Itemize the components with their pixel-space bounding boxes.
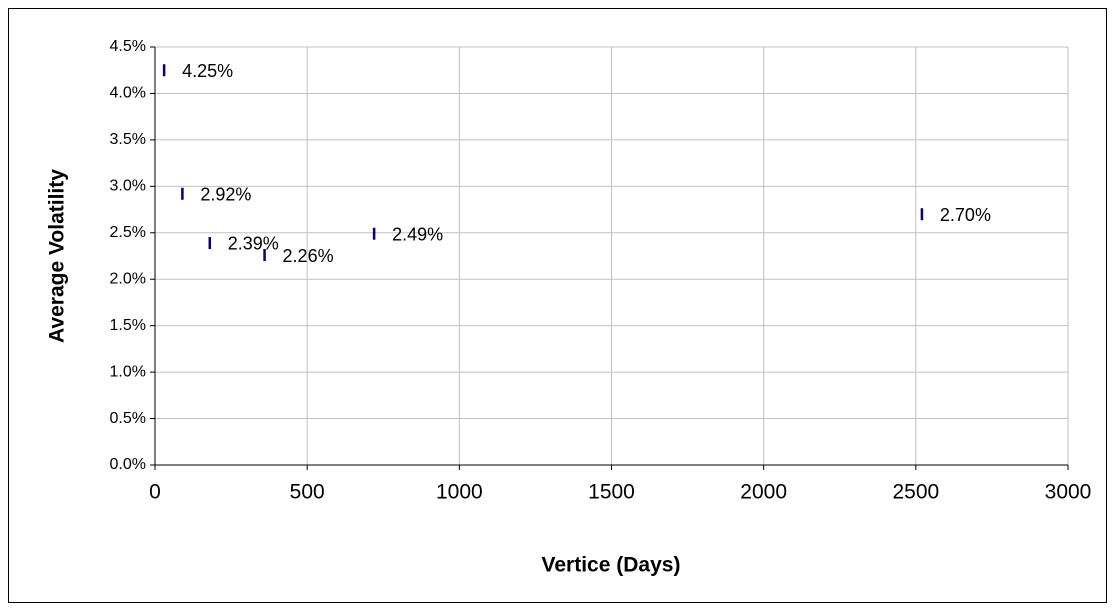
x-tick-label: 1500 [588,481,635,504]
chart-frame [8,8,1107,603]
y-tick-label: 2.5% [110,224,146,241]
data-label: 2.49% [392,224,443,244]
x-tick-label: 500 [290,481,325,504]
y-tick-label: 1.5% [110,317,146,334]
y-tick-label: 0.5% [110,410,146,427]
x-tick-label: 1000 [436,481,483,504]
data-label: 2.26% [283,246,334,266]
x-tick-label: 2000 [740,481,787,504]
y-tick-label: 1.0% [110,363,146,380]
y-axis-title: Average Volatility [46,169,69,343]
data-label: 2.92% [200,185,251,205]
x-tick-label: 0 [149,481,161,504]
x-axis-title: Vertice (Days) [542,554,681,577]
y-tick-label: 3.5% [110,131,146,148]
x-tick-label: 3000 [1045,481,1092,504]
x-tick-label: 2500 [892,481,939,504]
y-tick-label: 2.0% [110,270,146,287]
data-label: 2.39% [228,234,279,254]
y-tick-label: 3.0% [110,178,146,195]
y-tick-label: 4.0% [110,85,146,102]
data-label: 2.70% [940,205,991,225]
data-label: 4.25% [182,61,233,81]
y-tick-label: 4.5% [110,38,146,55]
y-tick-label: 0.0% [110,456,146,473]
